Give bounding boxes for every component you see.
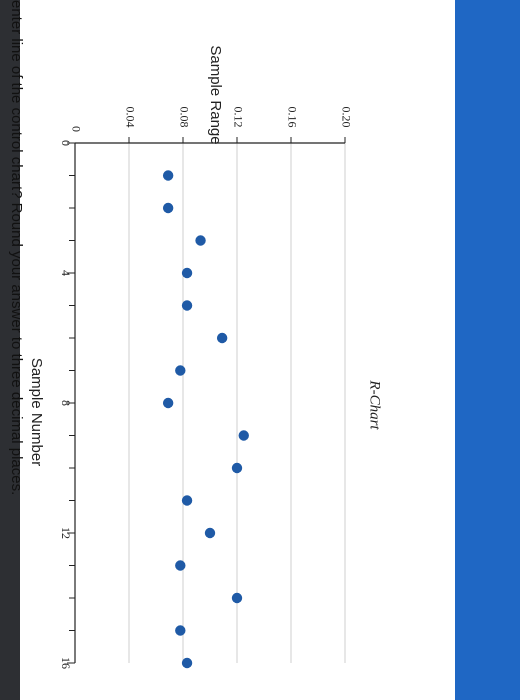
- x-tick-label: 16: [59, 657, 73, 669]
- y-tick-label: 0.08: [177, 107, 191, 128]
- browser-blue-bar: [455, 0, 520, 700]
- x-tick-label: 12: [59, 527, 73, 539]
- chart-title: R-Chart: [367, 379, 383, 430]
- y-tick-label: 0.20: [339, 107, 353, 128]
- data-point: [195, 235, 206, 246]
- y-tick-label-zero: 0: [69, 126, 83, 132]
- data-point: [175, 365, 186, 376]
- data-point: [175, 625, 186, 636]
- data-point: [181, 300, 193, 311]
- x-axis-label: Sample Number: [28, 358, 45, 466]
- y-tick-label: 0.04: [123, 107, 137, 128]
- data-point: [238, 430, 249, 441]
- data-point: [181, 657, 193, 669]
- data-point: [162, 397, 174, 409]
- data-point: [231, 462, 243, 474]
- y-tick-label: 0.12: [231, 107, 245, 128]
- y-axis-label: Sample Range: [207, 45, 224, 144]
- data-point: [231, 592, 243, 604]
- x-tick-label: 0: [59, 140, 73, 146]
- data-point: [216, 332, 228, 344]
- data-point: [204, 527, 216, 539]
- data-point: [181, 267, 193, 279]
- data-point: [162, 170, 174, 181]
- data-point: [175, 560, 186, 571]
- x-tick-label: 4: [59, 270, 73, 276]
- data-point: [181, 495, 193, 506]
- y-tick-label: 0.16: [285, 107, 299, 128]
- data-point: [162, 202, 174, 214]
- x-tick-label: 8: [59, 400, 73, 406]
